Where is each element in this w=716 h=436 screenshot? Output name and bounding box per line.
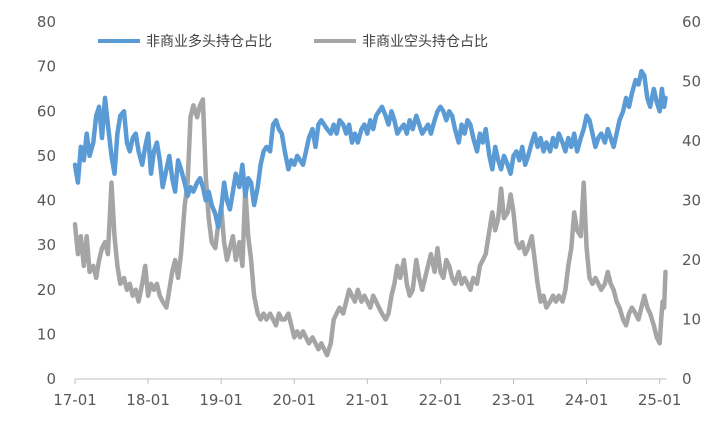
left-y-tick-label: 10 [37,325,56,343]
x-tick-label: 22-01 [419,391,463,409]
x-tick-label: 17-01 [53,391,97,409]
series-line-long-position [72,68,668,230]
right-y-tick-label: 40 [682,132,701,150]
x-axis: 17-01 18-01 19-01 20-01 21-01 22-01 23-01 24-01… [53,378,682,409]
right-y-tick-label: 10 [682,311,701,329]
right-y-tick-label: 30 [682,192,701,210]
left-y-tick-label: 30 [37,236,56,254]
series-line-short-position [72,97,668,358]
x-tick-label: 19-01 [199,391,243,409]
x-tick-label: 23-01 [492,391,536,409]
x-tick-label: 24-01 [565,391,609,409]
legend-label-short-position: 非商业空头持仓占比 [362,34,488,50]
left-y-tick-label: 60 [37,102,56,120]
right-y-tick-label: 20 [682,251,701,269]
legend: 非商业多头持仓占比 非商业空头持仓占比 [98,33,488,50]
right-y-tick-label: 0 [682,370,692,388]
right-y-axis: 0 10 20 30 40 50 60 [682,13,701,388]
left-y-tick-label: 70 [37,58,56,76]
right-y-tick-label: 50 [682,73,701,91]
series-lines [72,68,668,358]
left-y-tick-label: 40 [37,192,56,210]
x-tick-label: 21-01 [346,391,390,409]
x-tick-label: 25-01 [638,391,682,409]
left-y-tick-label: 20 [37,281,56,299]
legend-label-long-position: 非商业多头持仓占比 [146,33,272,50]
left-y-tick-label: 0 [46,370,56,388]
right-y-tick-label: 60 [682,13,701,31]
x-tick-label: 18-01 [126,391,170,409]
x-tick-label: 20-01 [272,391,316,409]
left-y-tick-label: 50 [37,147,56,165]
left-y-axis: 0 10 20 30 40 50 60 70 80 [37,13,56,388]
left-y-tick-label: 80 [37,13,56,31]
